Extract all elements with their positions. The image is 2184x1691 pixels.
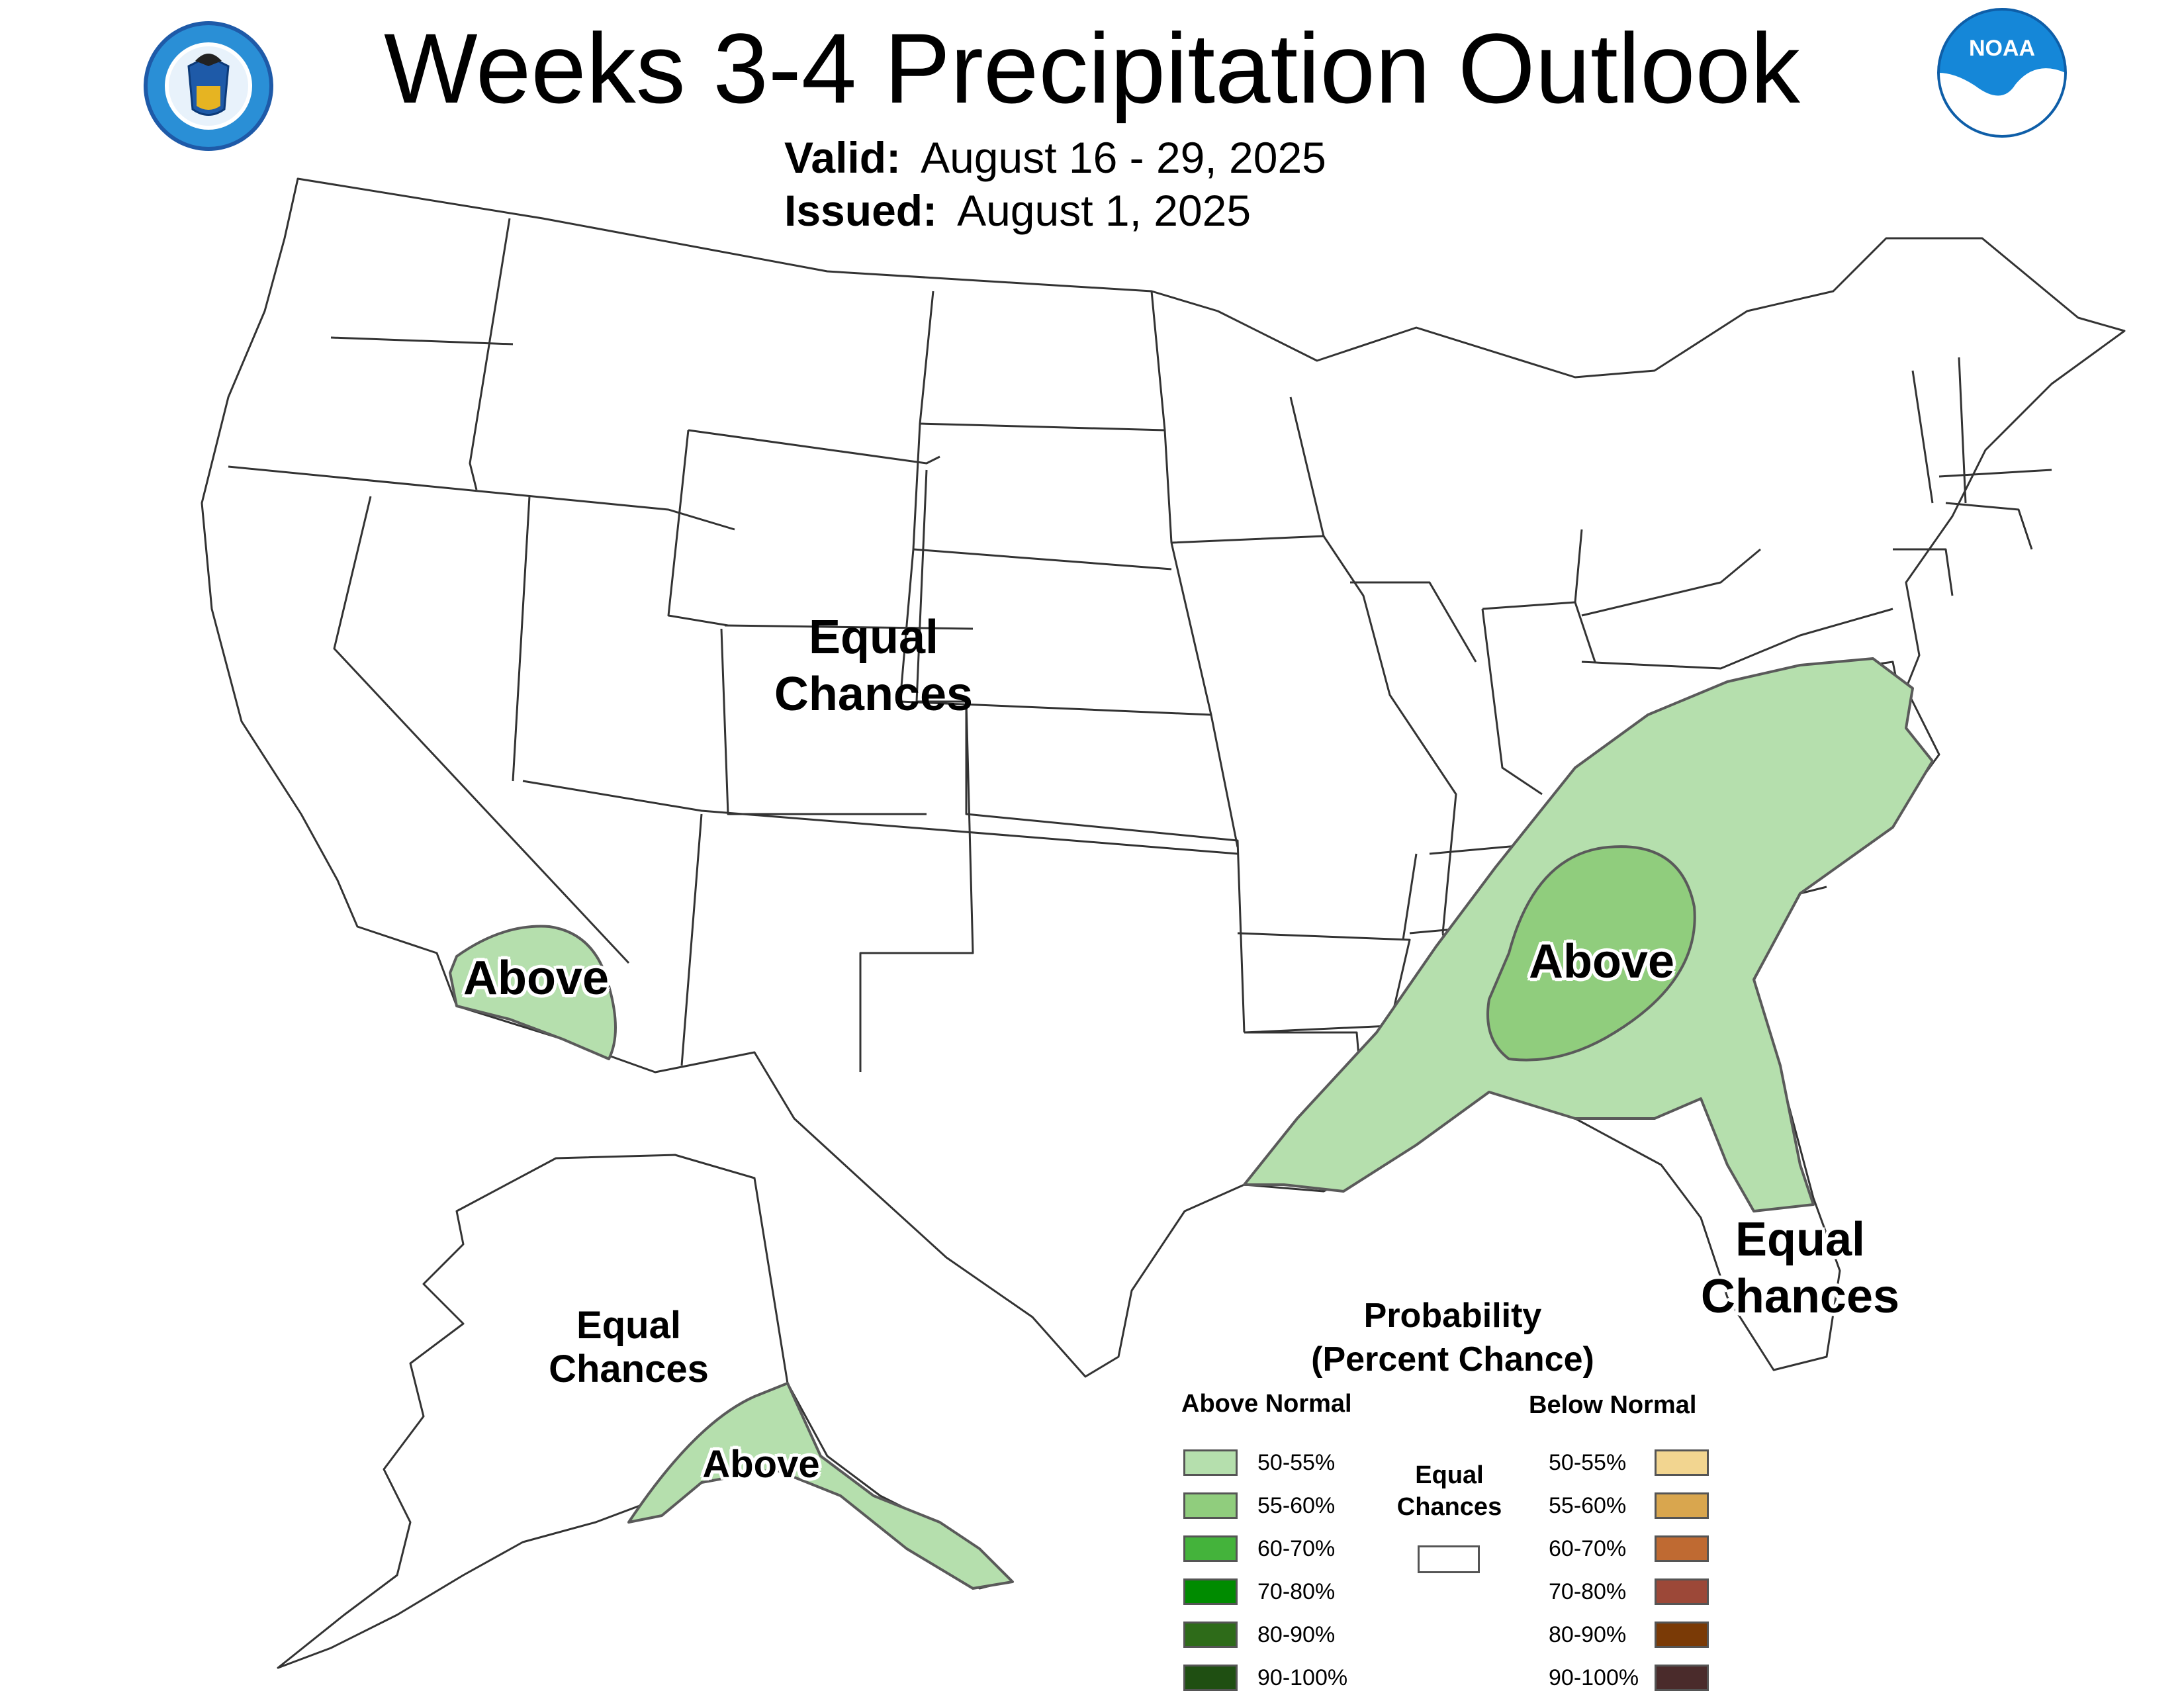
legend-above-swatch xyxy=(1183,1535,1238,1562)
legend-above-swatch xyxy=(1183,1578,1238,1605)
state-boundaries xyxy=(201,177,2126,1378)
alaska-equal-line1: Equal xyxy=(576,1304,681,1347)
florida-equal-chances-label: Equal Chances xyxy=(1668,1211,1933,1325)
legend-below-swatch xyxy=(1655,1492,1709,1519)
florida-equal-line1: Equal xyxy=(1735,1213,1866,1266)
legend-title-line1: Probability xyxy=(1363,1297,1542,1335)
legend-above-label: 55-60% xyxy=(1257,1493,1336,1518)
conus-outline xyxy=(201,177,2126,1378)
alaska-outline xyxy=(277,1154,1007,1669)
west-equal-chances-label: Equal Chances xyxy=(735,609,1013,723)
legend-below-swatch xyxy=(1655,1622,1709,1648)
legend-equal-line1: Equal xyxy=(1415,1461,1484,1489)
legend-below-header: Below Normal xyxy=(1529,1391,1697,1419)
above-55-60-regions xyxy=(1486,845,1696,1062)
legend-above-label: 90-100% xyxy=(1257,1665,1348,1690)
legend-above-swatch xyxy=(1183,1665,1238,1691)
legend-above-swatch xyxy=(1183,1449,1238,1476)
noaa-logo-text: NOAA xyxy=(1969,36,2035,61)
west-equal-line2: Chances xyxy=(774,668,974,721)
legend-above-swatch xyxy=(1183,1622,1238,1648)
west-equal-line1: Equal xyxy=(808,611,939,664)
legend-above-label: 50-55% xyxy=(1257,1450,1336,1475)
legend-above-header: Above Normal xyxy=(1181,1390,1352,1418)
legend-below-label: 50-55% xyxy=(1549,1450,1627,1475)
valid-period: Valid: August 16 - 29, 2025 xyxy=(784,132,1326,183)
issued-value: August 1, 2025 xyxy=(957,186,1251,235)
alaska-equal-chances-label: Equal Chances xyxy=(503,1304,754,1391)
alaska-above-region xyxy=(627,1382,1014,1590)
florida-equal-line2: Chances xyxy=(1700,1270,1900,1323)
legend-above-label: 70-80% xyxy=(1257,1579,1336,1604)
legend-below-label: 70-80% xyxy=(1549,1579,1627,1604)
legend-equal-chances-label: Equal Chances xyxy=(1377,1459,1522,1523)
southwest-above-label: Above xyxy=(463,952,610,1005)
legend-below-label: 60-70% xyxy=(1549,1536,1627,1561)
page-title: Weeks 3-4 Precipitation Outlook xyxy=(384,13,1800,124)
southwest-above-region xyxy=(449,925,617,1060)
issued-label: Issued: xyxy=(784,186,938,235)
legend-below-swatch xyxy=(1655,1665,1709,1691)
legend-equal-line2: Chances xyxy=(1396,1493,1502,1521)
legend-below-label: 80-90% xyxy=(1549,1622,1627,1647)
legend-below-label: 55-60% xyxy=(1549,1493,1627,1518)
legend-equal-swatch xyxy=(1418,1545,1480,1573)
legend-title-line2: (Percent Chance) xyxy=(1311,1340,1594,1379)
southeast-above-label: Above xyxy=(1528,935,1675,988)
southeast-core-region xyxy=(1486,845,1696,1062)
valid-label: Valid: xyxy=(784,133,901,182)
legend-below-label: 90-100% xyxy=(1549,1665,1639,1690)
legend-above-label: 80-90% xyxy=(1257,1622,1336,1647)
alaska-equal-line2: Chances xyxy=(549,1348,709,1391)
commerce-seal-icon xyxy=(144,21,273,151)
legend-above-label: 60-70% xyxy=(1257,1536,1336,1561)
legend-below-swatch xyxy=(1655,1449,1709,1476)
alaska-above-label: Above xyxy=(702,1443,820,1486)
legend-title: Probability (Percent Chance) xyxy=(1281,1294,1625,1381)
legend-above-swatch xyxy=(1183,1492,1238,1519)
legend-below-swatch xyxy=(1655,1578,1709,1605)
noaa-logo-icon: NOAA xyxy=(1937,8,2067,138)
valid-value: August 16 - 29, 2025 xyxy=(921,133,1326,182)
issued-date: Issued: August 1, 2025 xyxy=(784,185,1251,236)
legend-below-swatch xyxy=(1655,1535,1709,1562)
